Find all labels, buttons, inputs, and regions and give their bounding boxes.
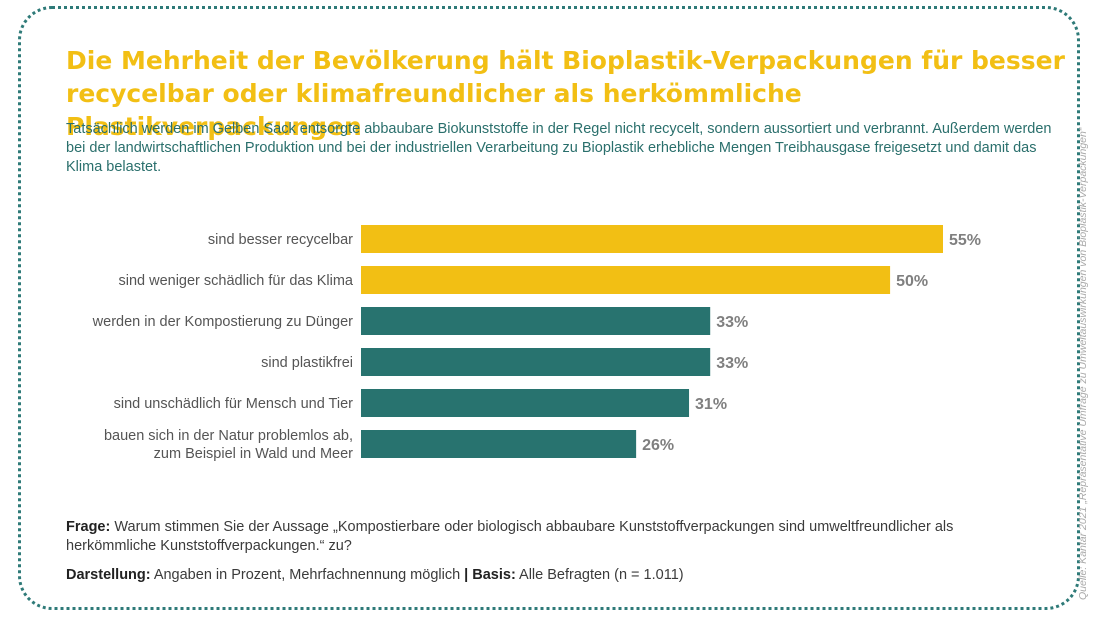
- display-text: Angaben in Prozent, Mehrfachnennung mögl…: [150, 567, 465, 583]
- category-label-5: sind unschädlich für Mensch und Tier: [114, 396, 354, 412]
- question-note: Frage: Warum stimmen Sie der Aussage „Ko…: [66, 518, 1026, 556]
- value-label-4: 33%: [716, 355, 748, 372]
- category-label-3: werden in der Kompostierung zu Dünger: [92, 314, 354, 330]
- display-label: Darstellung:: [66, 567, 151, 583]
- bar-3: [361, 307, 711, 335]
- basis-note: Darstellung: Angaben in Prozent, Mehrfac…: [66, 566, 1026, 585]
- separator: |: [464, 567, 469, 583]
- basis-text: Alle Befragten (n = 1.011): [515, 567, 684, 583]
- basis-label: Basis:: [468, 567, 516, 583]
- bar-5: [361, 389, 690, 417]
- category-label-1: sind besser recycelbar: [208, 232, 353, 248]
- value-label-3: 33%: [716, 314, 748, 331]
- source-note: Quelle: Kantar 2021 „Repräsentative Umfr…: [1077, 127, 1089, 600]
- question-text: Warum stimmen Sie der Aussage „Kompostie…: [66, 519, 954, 554]
- chart-subtitle: Tatsächlich werden im Gelben Sack entsor…: [66, 121, 1052, 175]
- bar-6: [361, 430, 637, 458]
- value-label-2: 50%: [896, 273, 928, 290]
- bar-1: [361, 225, 943, 253]
- value-label-5: 31%: [695, 396, 727, 413]
- category-label-2: sind weniger schädlich für das Klima: [118, 273, 353, 289]
- chart-title: Die Mehrheit der Bevölkerung hält Biopla…: [66, 46, 1065, 141]
- value-label-1: 55%: [949, 232, 981, 249]
- card-frame: [18, 6, 1080, 610]
- bar-2: [361, 266, 891, 294]
- category-label-6: bauen sich in der Natur problemlos ab, zu…: [104, 428, 353, 462]
- value-label-6: 26%: [642, 437, 674, 454]
- category-label-4: sind plastikfrei: [261, 355, 353, 371]
- question-label: Frage:: [66, 519, 111, 535]
- bar-4: [361, 348, 711, 376]
